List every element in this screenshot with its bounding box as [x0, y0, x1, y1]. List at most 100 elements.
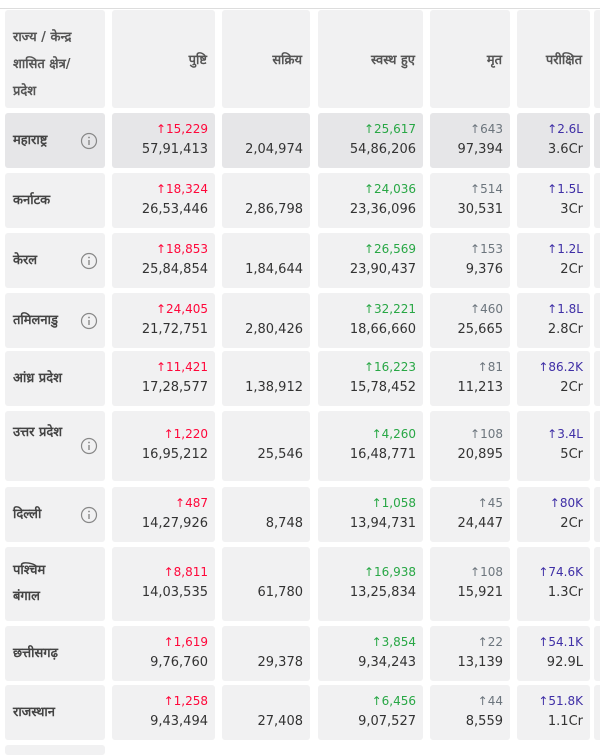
- data-cell: ↑1.2L 2Cr: [517, 233, 590, 288]
- state-cell: राजस्थान: [5, 685, 105, 740]
- total: 24,447: [457, 515, 504, 531]
- state-name: छत्तीसगढ़: [13, 645, 58, 661]
- delta: ↑51.8K: [538, 693, 583, 708]
- data-cell: ↑18,324 26,53,446: [112, 173, 215, 228]
- data-cell: [594, 685, 600, 740]
- total: 61,780: [257, 585, 304, 600]
- total: 13,94,731: [349, 515, 416, 531]
- state-name: केरल: [13, 252, 38, 268]
- data-cell: ↑24,036 23,36,096: [318, 173, 423, 228]
- delta: ↑24,036: [363, 181, 416, 196]
- delta: ↑1.5L: [547, 181, 583, 196]
- delta: ↑108: [470, 565, 503, 579]
- delta: ↑81: [477, 359, 503, 374]
- delta: ↑24,405: [155, 301, 208, 316]
- partial-row: [5, 745, 105, 755]
- state-name: तमिलनाडु: [13, 312, 58, 328]
- data-cell: [594, 547, 600, 621]
- info-icon[interactable]: [80, 132, 98, 150]
- data-cell: ↑1,058 13,94,731: [318, 487, 423, 542]
- data-cell: 8,748: [222, 487, 310, 542]
- total: 9,43,494: [150, 713, 208, 729]
- total: 25,84,854: [141, 261, 208, 277]
- data-cell: [594, 113, 600, 168]
- header-cell: परीक्षित: [517, 10, 590, 108]
- data-cell: [594, 173, 600, 228]
- total: 25,665: [457, 321, 504, 337]
- header-label: पुष्टि: [188, 53, 207, 68]
- data-cell: ↑6,456 9,07,527: [318, 685, 423, 740]
- header-label: सक्रिय: [272, 53, 302, 68]
- state-cell: महाराष्ट्र: [5, 113, 105, 168]
- data-cell: 27,408: [222, 685, 310, 740]
- delta: ↑15,229: [155, 121, 208, 136]
- state-cell: उत्तर प्रदेश: [5, 411, 105, 481]
- total: 1.1Cr: [547, 713, 583, 729]
- total: 13,25,834: [349, 585, 416, 600]
- total: 21,72,751: [141, 321, 208, 337]
- total: 20,895: [457, 447, 504, 462]
- delta: ↑1.2L: [547, 241, 583, 256]
- data-cell: ↑1.8L 2.8Cr: [517, 293, 590, 348]
- info-icon[interactable]: [80, 252, 98, 270]
- data-cell: ↑1.5L 3Cr: [517, 173, 590, 228]
- data-cell: ↑26,569 23,90,437: [318, 233, 423, 288]
- state-name: पश्चिम बंगाल: [13, 563, 46, 604]
- total: 27,408: [257, 713, 304, 729]
- info-icon[interactable]: [80, 437, 98, 455]
- total: 1,38,912: [245, 379, 303, 395]
- delta: ↑1,220: [163, 427, 208, 441]
- delta: ↑1,258: [163, 693, 208, 708]
- data-cell: ↑86.2K 2Cr: [517, 351, 590, 406]
- header-cell: राज्य / केन्द्र शासित क्षेत्र/ प्रदेश: [5, 10, 105, 108]
- total: 3.6Cr: [547, 141, 583, 157]
- data-cell: [594, 487, 600, 542]
- total: 23,36,096: [349, 201, 416, 217]
- data-cell: ↑25,617 54,86,206: [318, 113, 423, 168]
- data-cell: ↑22 13,139: [430, 626, 510, 681]
- total: 2Cr: [560, 515, 583, 531]
- delta: ↑1,058: [371, 495, 416, 510]
- data-cell: 25,546: [222, 411, 310, 481]
- info-icon[interactable]: [80, 506, 98, 524]
- state-name: महाराष्ट्र: [13, 132, 48, 148]
- delta: ↑16,938: [363, 565, 416, 579]
- data-cell: ↑8,811 14,03,535: [112, 547, 215, 621]
- data-cell: ↑54.1K 92.9L: [517, 626, 590, 681]
- delta: ↑86.2K: [538, 359, 583, 374]
- data-cell: 2,86,798: [222, 173, 310, 228]
- delta: ↑16,223: [363, 359, 416, 374]
- data-cell: ↑487 14,27,926: [112, 487, 215, 542]
- header-label: परीक्षित: [545, 53, 582, 68]
- header-label: स्वस्थ हुए: [370, 53, 415, 68]
- data-cell: ↑1,258 9,43,494: [112, 685, 215, 740]
- data-cell: 61,780: [222, 547, 310, 621]
- total: 54,86,206: [349, 141, 416, 157]
- delta: ↑44: [477, 693, 503, 708]
- data-cell: ↑4,260 16,48,771: [318, 411, 423, 481]
- delta: ↑80K: [549, 495, 583, 510]
- state-cell: आंध्र प्रदेश: [5, 351, 105, 406]
- delta: ↑153: [470, 241, 503, 256]
- total: 26,53,446: [141, 201, 208, 217]
- total: 2,80,426: [245, 321, 303, 337]
- info-icon[interactable]: [80, 312, 98, 330]
- total: 9,376: [465, 261, 503, 277]
- total: 15,78,452: [349, 379, 416, 395]
- header-cell: [594, 10, 600, 108]
- state-cell: छत्तीसगढ़: [5, 626, 105, 681]
- total: 2,86,798: [245, 201, 303, 217]
- data-cell: 2,04,974: [222, 113, 310, 168]
- data-cell: ↑16,223 15,78,452: [318, 351, 423, 406]
- total: 29,378: [257, 654, 304, 670]
- data-cell: ↑45 24,447: [430, 487, 510, 542]
- data-cell: ↑74.6K 1.3Cr: [517, 547, 590, 621]
- delta: ↑2.6L: [547, 121, 583, 136]
- data-cell: ↑514 30,531: [430, 173, 510, 228]
- data-cell: [594, 351, 600, 406]
- data-cell: ↑460 25,665: [430, 293, 510, 348]
- total: 25,546: [257, 447, 304, 462]
- total: 9,76,760: [150, 654, 208, 670]
- delta: ↑3.4L: [547, 427, 583, 441]
